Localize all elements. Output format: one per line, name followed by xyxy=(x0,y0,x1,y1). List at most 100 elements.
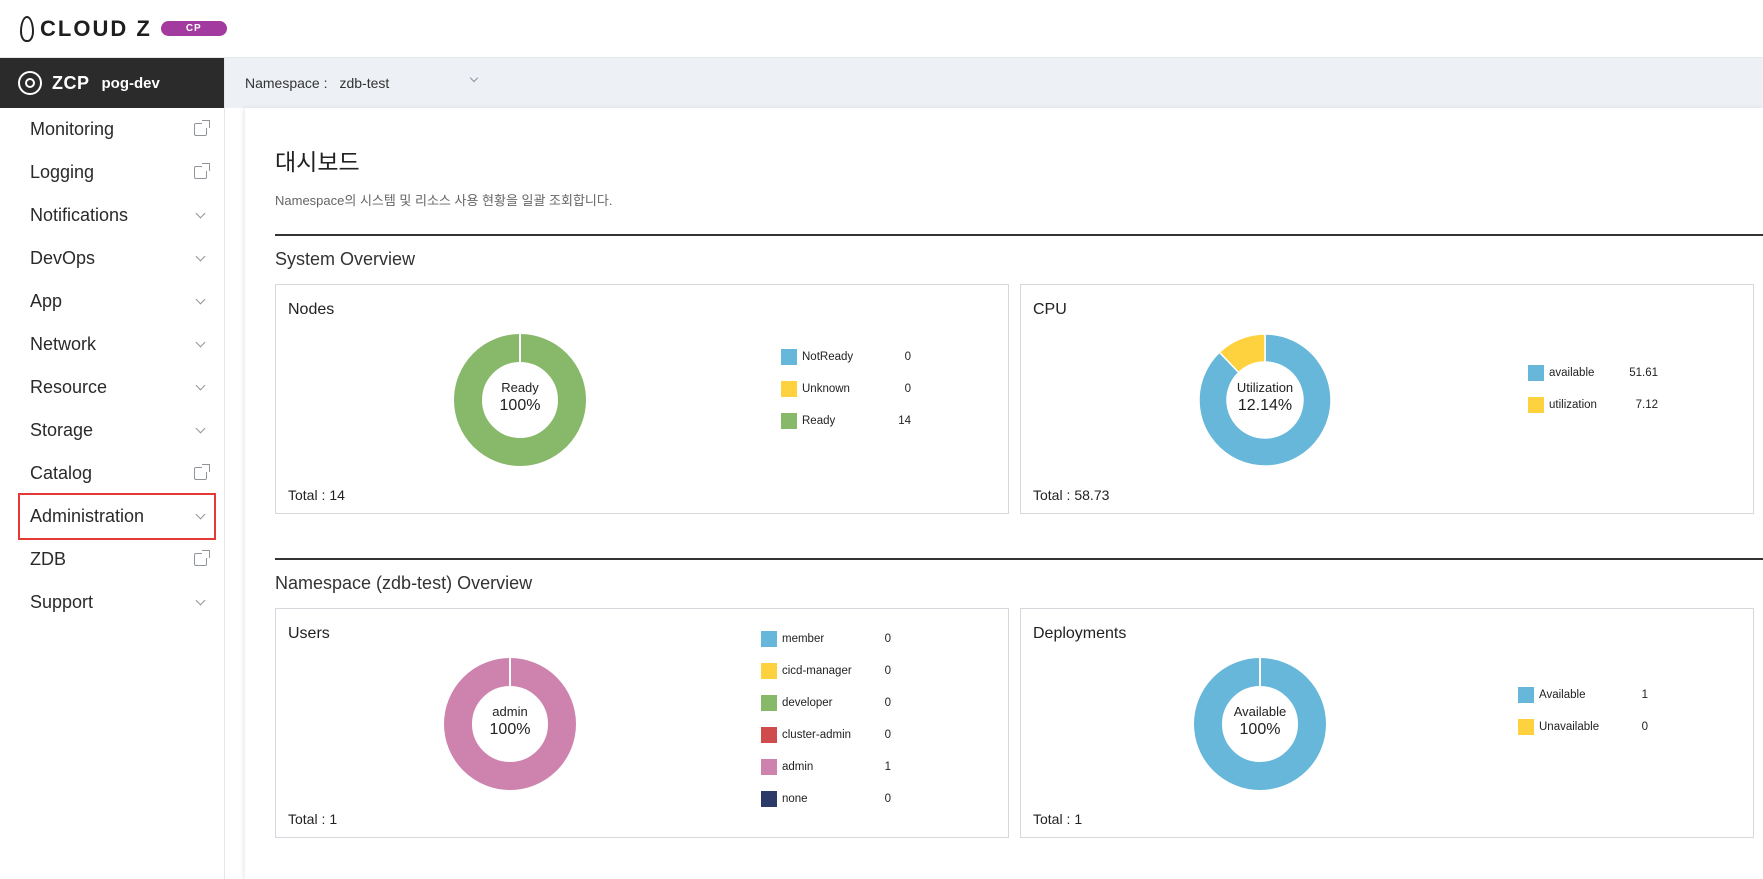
legend-value: 0 xyxy=(904,351,911,363)
legend-label: cluster-admin xyxy=(782,729,852,741)
chevron-down-icon xyxy=(192,423,208,439)
users-chart-card: Users admin 100% member 0 cicd-manager 0 develo… xyxy=(275,608,1009,838)
chart-legend: Available 1 Unavailable 0 xyxy=(1518,679,1648,743)
chart-title: CPU xyxy=(1033,301,1067,318)
sidebar-item-label: Network xyxy=(30,334,97,354)
legend-item[interactable]: developer 0 xyxy=(761,687,891,719)
legend-item[interactable]: none 0 xyxy=(761,783,891,815)
deployments-chart-card: Deployments Available 100% Available 1 Unavai… xyxy=(1020,608,1754,838)
sidebar-item-catalog[interactable]: Catalog xyxy=(20,452,214,495)
slice-available[interactable] xyxy=(1198,333,1332,467)
sidebar-item-notifications[interactable]: Notifications xyxy=(20,194,214,237)
center-label: admin xyxy=(492,704,528,719)
chart-title: Users xyxy=(288,625,330,642)
slice-utilization[interactable] xyxy=(1218,333,1266,374)
sidebar-item-label: Support xyxy=(30,592,94,612)
legend-value: 0 xyxy=(1641,721,1648,733)
legend-swatch xyxy=(781,349,797,365)
legend-value: 51.61 xyxy=(1629,367,1658,379)
center-label: Utilization xyxy=(1236,380,1294,395)
legend-swatch xyxy=(1518,687,1534,703)
donut-chart[interactable] xyxy=(440,654,580,794)
legend-swatch xyxy=(1528,365,1544,381)
legend-value: 0 xyxy=(904,383,911,395)
sidebar-item-support[interactable]: Support xyxy=(20,581,214,624)
legend-item[interactable]: Unknown 0 xyxy=(781,373,911,405)
sidebar-item-logging[interactable]: Logging xyxy=(20,151,214,194)
legend-label: none xyxy=(782,793,808,805)
center-value: 100% xyxy=(489,720,531,738)
external-link-icon xyxy=(192,120,210,138)
legend-swatch xyxy=(1528,397,1544,413)
donut-chart[interactable] xyxy=(1190,654,1330,794)
chart-title: Deployments xyxy=(1033,625,1127,642)
total-value: 14 xyxy=(329,487,345,503)
donut-center-label: Ready 100% xyxy=(460,380,580,415)
sidebar-item-devops[interactable]: DevOps xyxy=(20,237,214,280)
chevron-down-icon xyxy=(192,208,208,224)
legend-item[interactable]: member 0 xyxy=(761,623,891,655)
center-value: 12.14% xyxy=(1237,396,1293,414)
legend-label: available xyxy=(1549,367,1595,379)
main-content: 대시보드 Namespace의 시스템 및 리소스 사용 현황을 일괄 조회합니… xyxy=(245,108,1763,879)
legend-swatch xyxy=(781,413,797,429)
chart-legend: member 0 cicd-manager 0 developer 0 cluster-ad… xyxy=(761,623,891,815)
legend-item[interactable]: cicd-manager 0 xyxy=(761,655,891,687)
section-divider xyxy=(275,234,1763,236)
brand-name[interactable]: CLOUD Z xyxy=(40,15,152,41)
legend-label: Available xyxy=(1539,689,1586,701)
total-value: 1 xyxy=(329,811,338,827)
legend-item[interactable]: NotReady 0 xyxy=(781,341,911,373)
system-overview-title: System Overview xyxy=(275,249,416,269)
sidebar-item-label: Catalog xyxy=(30,463,93,483)
legend-item[interactable]: available 51.61 xyxy=(1528,357,1658,389)
donut-center-label: Utilization 12.14% xyxy=(1205,380,1325,415)
total-label: Total : xyxy=(288,811,326,827)
sidebar-item-network[interactable]: Network xyxy=(20,323,214,366)
total-label: Total : xyxy=(288,487,326,503)
sidebar-item-app[interactable]: App xyxy=(20,280,214,323)
sidebar-item-zdb[interactable]: ZDB xyxy=(20,538,214,581)
legend-swatch xyxy=(761,663,777,679)
legend-value: 14 xyxy=(898,415,911,427)
sidebar-item-administration[interactable]: Administration xyxy=(18,493,216,540)
legend-item[interactable]: utilization 7.12 xyxy=(1528,389,1658,421)
chart-total: Total :1 xyxy=(288,811,337,827)
chevron-down-icon xyxy=(192,251,208,267)
sidebar-item-monitoring[interactable]: Monitoring xyxy=(20,108,214,151)
legend-item[interactable]: cluster-admin 0 xyxy=(761,719,891,751)
legend-item[interactable]: admin 1 xyxy=(761,751,891,783)
legend-value: 0 xyxy=(884,633,891,645)
legend-item[interactable]: Available 1 xyxy=(1518,679,1648,711)
page-title: 대시보드 xyxy=(275,149,360,175)
sidebar-item-label: Monitoring xyxy=(30,119,115,139)
legend-value: 1 xyxy=(884,761,891,773)
chevron-down-icon xyxy=(192,294,208,310)
legend-item[interactable]: Ready 14 xyxy=(781,405,911,437)
cluster-selector[interactable]: ZCP pog-dev xyxy=(0,58,224,108)
chevron-down-icon xyxy=(470,73,479,83)
legend-value: 0 xyxy=(884,793,891,805)
legend-item[interactable]: Unavailable 0 xyxy=(1518,711,1648,743)
sidebar-item-storage[interactable]: Storage xyxy=(20,409,214,452)
chevron-down-icon xyxy=(192,595,208,611)
page-description: Namespace의 시스템 및 리소스 사용 현황을 일괄 조회합니다. xyxy=(275,193,613,208)
donut-center-label: admin 100% xyxy=(450,704,570,739)
legend-value: 7.12 xyxy=(1635,399,1658,411)
total-label: Total : xyxy=(1033,811,1071,827)
external-link-icon xyxy=(192,464,210,482)
total-value: 1 xyxy=(1074,811,1083,827)
namespace-select[interactable]: zdb-test xyxy=(339,73,479,91)
chart-legend: NotReady 0 Unknown 0 Ready 14 xyxy=(781,341,911,437)
legend-label: admin xyxy=(782,761,814,773)
donut-chart[interactable] xyxy=(1195,330,1335,470)
sidebar-item-label: ZDB xyxy=(30,549,66,569)
donut-chart[interactable] xyxy=(450,330,590,470)
legend-swatch xyxy=(1518,719,1534,735)
sidebar-item-resource[interactable]: Resource xyxy=(20,366,214,409)
total-label: Total : xyxy=(1033,487,1071,503)
cloud-z-logo-icon[interactable] xyxy=(20,15,34,42)
legend-label: NotReady xyxy=(802,351,854,363)
center-value: 100% xyxy=(499,396,541,414)
legend-label: Ready xyxy=(802,415,836,427)
